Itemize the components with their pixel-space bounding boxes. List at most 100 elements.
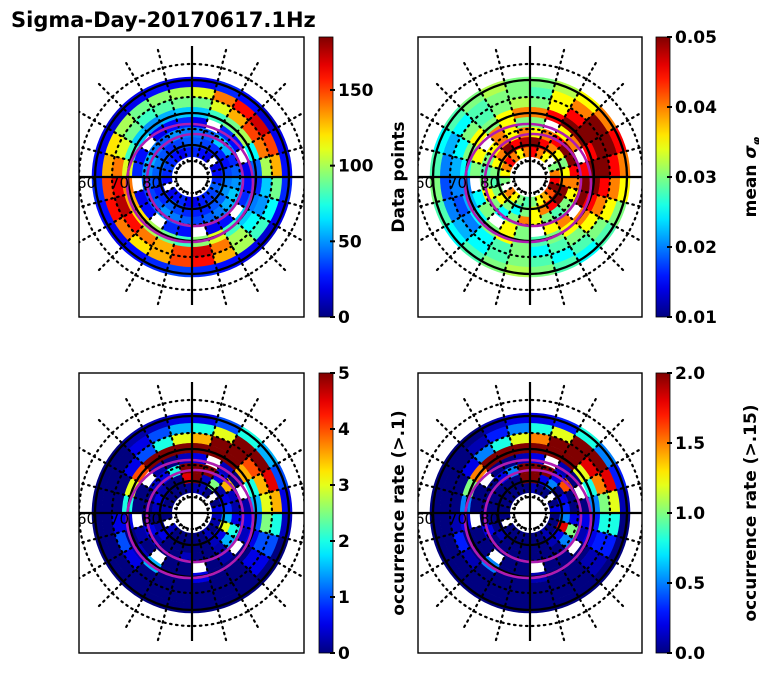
heatmap-cell bbox=[248, 449, 271, 474]
heatmap-cell bbox=[202, 486, 214, 499]
heatmap-cell bbox=[539, 191, 552, 204]
panel-data-points: 60 70 80 0 50 100 150 Data points bbox=[78, 36, 409, 328]
heatmap-cell bbox=[170, 244, 192, 258]
axes-frame bbox=[78, 372, 305, 654]
dotted-mlt-line bbox=[155, 191, 189, 309]
heatmap-cell bbox=[451, 448, 474, 473]
heatmap-cell bbox=[549, 246, 576, 265]
auroral-oval-inner bbox=[483, 468, 583, 564]
heatmap-cell bbox=[134, 226, 157, 247]
heatmap-cell bbox=[128, 98, 153, 121]
heatmap-cell bbox=[472, 226, 495, 247]
heatmap-cell bbox=[509, 432, 531, 446]
heatmap-cell bbox=[607, 489, 621, 514]
dotted-mlt-line bbox=[536, 189, 599, 296]
heatmap-cell bbox=[127, 233, 152, 256]
heatmap-cell bbox=[554, 548, 573, 566]
heatmap-cell bbox=[114, 472, 132, 495]
axes-frame bbox=[417, 36, 643, 318]
heatmap-cell bbox=[216, 548, 235, 566]
heatmap-cell bbox=[539, 527, 552, 540]
colorbar-tick-label: 0.0 bbox=[675, 644, 705, 664]
dotted-mlt-line bbox=[206, 180, 304, 209]
heatmap-cell bbox=[449, 176, 463, 198]
heatmap-cell bbox=[226, 226, 249, 247]
heatmap-cell bbox=[586, 553, 609, 578]
latitude-label: 60 bbox=[415, 174, 434, 192]
heatmap-cell bbox=[111, 155, 125, 177]
heatmap-cell bbox=[530, 86, 555, 100]
dotted-mlt-line bbox=[79, 481, 178, 510]
heatmap-cell bbox=[598, 533, 618, 559]
dotted-mlt-line bbox=[536, 525, 599, 632]
colorbar-label: occurrence rate (>.15) bbox=[741, 404, 759, 621]
heatmap-cell bbox=[170, 191, 182, 204]
heatmap-cell bbox=[114, 530, 132, 554]
colorbar-tick-label: 50 bbox=[338, 232, 362, 252]
heatmap-cell bbox=[547, 573, 571, 591]
heatmap-cell bbox=[113, 216, 136, 241]
heatmap-cell bbox=[597, 156, 611, 178]
heatmap-cell bbox=[452, 530, 470, 554]
heatmap-cell bbox=[540, 150, 552, 163]
heatmap-cell bbox=[192, 432, 214, 446]
dotted-mlt-line bbox=[79, 519, 180, 580]
heatmap-cell bbox=[590, 531, 608, 554]
heatmap-cell bbox=[484, 581, 510, 601]
dotted-mlt-line bbox=[418, 183, 518, 243]
heatmap-cell bbox=[113, 552, 136, 577]
dotted-mlt-line bbox=[418, 481, 516, 510]
dotted-mlt-line bbox=[95, 187, 182, 274]
heatmap-cell bbox=[111, 491, 125, 513]
dotted-mlt-line bbox=[123, 525, 186, 632]
heatmap-cell bbox=[211, 246, 238, 265]
heatmap-cell bbox=[460, 211, 481, 234]
dotted-mlt-line bbox=[206, 481, 304, 510]
latitude-label: 60 bbox=[77, 510, 96, 528]
heatmap-cell bbox=[513, 561, 530, 574]
heatmap-cell bbox=[568, 499, 581, 514]
heatmap-cell bbox=[252, 472, 270, 496]
dotted-mlt-line bbox=[544, 481, 642, 510]
heatmap-cell bbox=[564, 226, 587, 247]
latitude-label: 70 bbox=[448, 174, 467, 192]
heatmap-cell bbox=[451, 112, 474, 137]
heatmap-cell bbox=[579, 456, 600, 479]
heatmap-cell bbox=[165, 522, 178, 535]
heatmap-cell bbox=[113, 448, 136, 473]
heatmap-cell bbox=[597, 177, 611, 199]
heatmap-cell bbox=[131, 160, 144, 177]
heatmap-cell bbox=[261, 467, 280, 494]
heatmap-cell bbox=[230, 177, 243, 191]
heatmap-cell bbox=[442, 467, 462, 493]
heatmap-cell bbox=[135, 107, 158, 128]
heatmap-cell bbox=[260, 533, 280, 559]
colorbar-tick-label: 0.01 bbox=[675, 308, 717, 328]
heatmap-cell bbox=[151, 99, 175, 117]
colorbar-tick-label: 150 bbox=[338, 81, 374, 101]
dotted-mlt-line bbox=[79, 145, 178, 174]
heatmap-cell bbox=[597, 513, 611, 535]
dotted-mlt-line bbox=[418, 516, 516, 545]
dotted-mlt-line bbox=[542, 519, 642, 579]
heatmap-cell bbox=[508, 486, 521, 499]
colorbar-tick-label: 0.05 bbox=[675, 28, 717, 48]
dotted-mlt-line bbox=[544, 516, 642, 545]
heatmap-cell bbox=[248, 553, 271, 578]
dotted-mlt-line bbox=[418, 519, 518, 579]
heatmap-cell bbox=[540, 486, 552, 499]
dotted-mlt-line bbox=[542, 111, 642, 171]
heatmap-cell bbox=[568, 163, 581, 178]
heatmap-cell bbox=[139, 537, 157, 556]
dotted-mlt-line bbox=[123, 58, 186, 165]
heatmap-cell bbox=[252, 136, 270, 160]
latitude-label: 70 bbox=[110, 174, 129, 192]
heatmap-cell bbox=[569, 569, 594, 592]
dotted-mlt-line bbox=[433, 187, 520, 274]
heatmap-cell bbox=[209, 573, 233, 591]
dotted-mlt-line bbox=[418, 180, 516, 209]
heatmap-cell bbox=[449, 491, 463, 513]
dotted-mlt-line bbox=[79, 446, 180, 507]
dotted-mlt-line bbox=[418, 145, 516, 174]
